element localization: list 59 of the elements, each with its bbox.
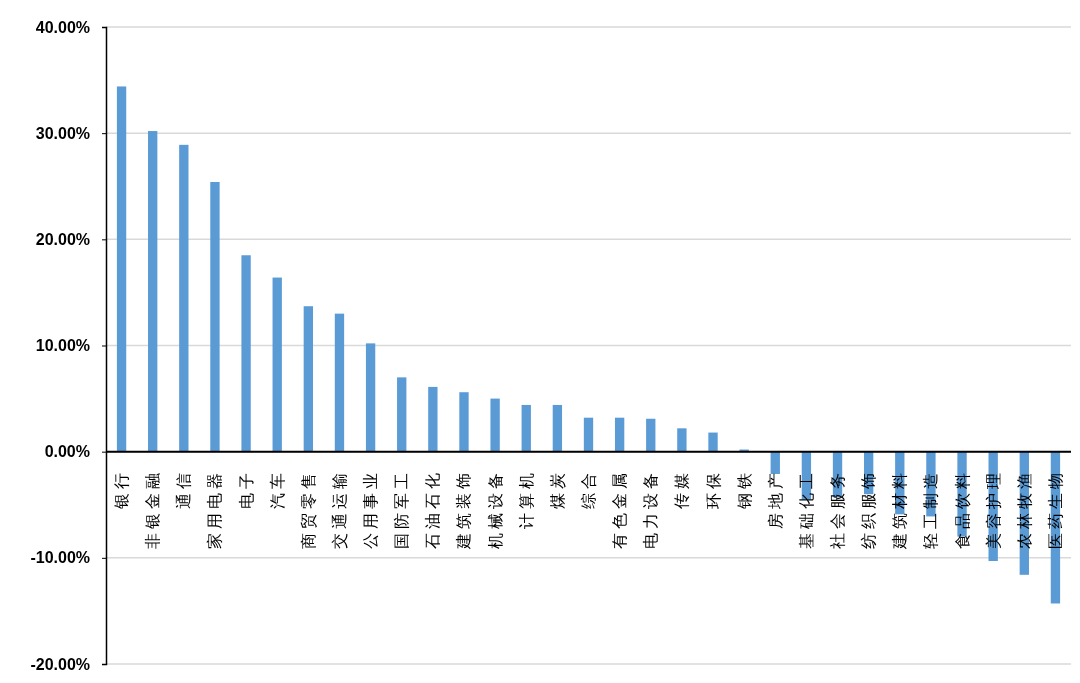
bar [614,417,625,452]
x-tick-label: 家用电器 [206,468,224,549]
y-tick-label: 30.00% [35,124,90,142]
y-tick-label: -20.00% [30,655,90,673]
bar [272,277,282,452]
x-tick-label: 有色金属 [611,468,629,549]
x-tick-label: 公用事业 [362,468,380,549]
x-tick-label: 银行 [113,468,131,510]
bar [677,428,687,452]
bar [770,451,780,474]
y-tick-label: 20.00% [35,230,90,248]
y-tick-label: -10.00% [30,549,90,567]
x-tick-label: 社会服务 [829,468,847,549]
x-tick-label: 煤炭 [548,468,566,509]
x-tick-label: 商贸零售 [299,468,317,549]
bar [646,418,656,452]
bar [490,398,500,452]
y-tick-label: 0.00% [44,443,90,461]
bar [116,86,127,452]
x-tick-label: 环保 [704,468,722,509]
x-tick-label: 房地产 [766,468,784,529]
x-tick-label: 建筑材料 [891,468,909,550]
y-tick-label: 40.00% [35,18,90,36]
x-tick-label: 纺织服饰 [860,468,878,549]
bar [708,432,718,452]
x-tick-label: 汽车 [268,468,286,509]
x-tick-label: 轻工制造 [922,468,940,549]
x-tick-label: 国防军工 [393,468,411,549]
x-tick-label: 电力设备 [642,468,660,549]
x-tick-label: 机械设备 [486,468,504,549]
x-tick-label: 非银金融 [144,468,162,549]
bar [397,377,407,452]
x-tick-label: 食品饮料 [953,468,971,549]
bar [459,392,469,452]
x-tick-label: 石油石化 [424,468,442,549]
x-tick-label: 电子 [237,468,255,509]
x-tick-label: 医药生物 [1046,468,1064,549]
x-tick-label: 交通运输 [330,468,348,549]
bar [303,306,314,452]
x-tick-label: 传媒 [673,468,691,509]
bar [521,404,531,452]
bar [365,343,376,452]
y-tick-label: 10.00% [35,337,90,355]
bar [552,404,563,452]
x-tick-label: 美容护理 [984,468,1002,549]
x-tick-label: 通信 [175,468,193,509]
bar [428,386,438,452]
x-tick-label: 建筑装饰 [455,468,473,550]
bar [583,417,594,452]
bar [210,182,220,452]
bar [334,313,345,452]
bar [148,131,158,452]
x-tick-label: 计算机 [517,468,535,529]
bar [241,255,251,452]
x-tick-label: 综合 [580,468,597,509]
x-tick-label: 农林牧渔 [1015,468,1033,549]
x-tick-label: 基础化工 [797,468,815,549]
x-tick-label: 钢铁 [735,468,753,510]
bar [179,144,189,452]
